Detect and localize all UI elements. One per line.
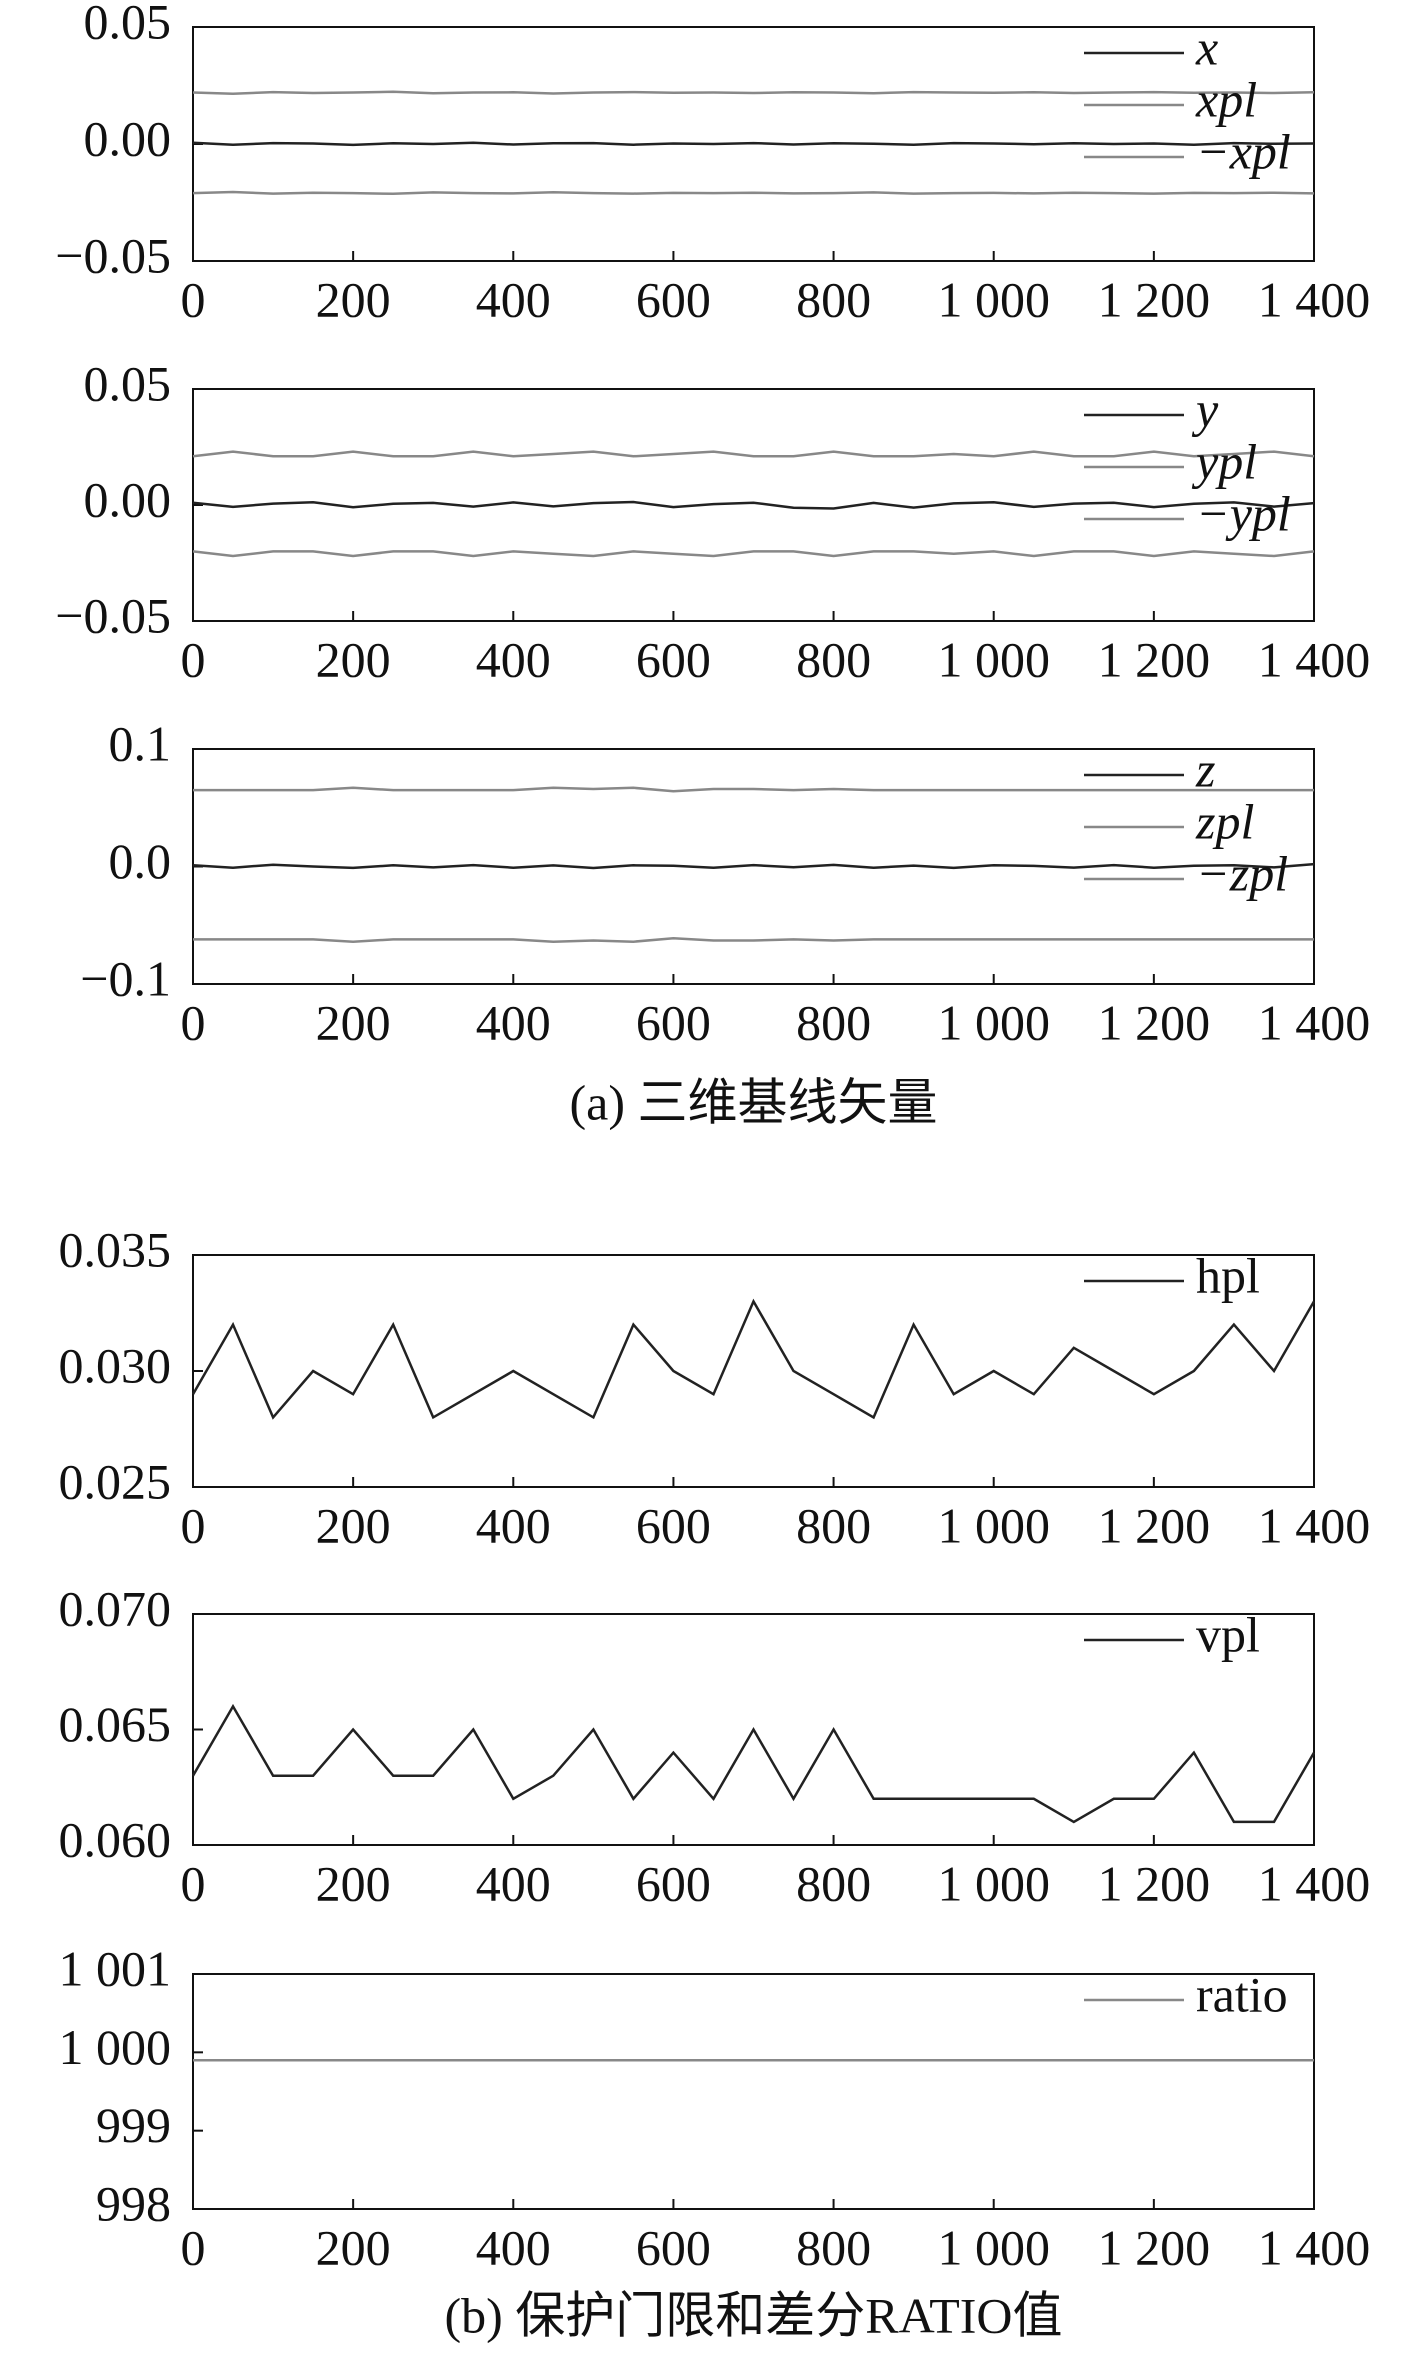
x-tick-label: 400 [476,1855,551,1911]
x-tick-label: 800 [796,2219,871,2275]
x-tick-label: 1 000 [937,1497,1050,1553]
series-line [192,141,1315,147]
x-tick-label: 1 200 [1098,271,1211,327]
y-tick-label: −0.05 [55,587,171,643]
x-tick-label: 600 [636,994,711,1050]
y-tick-label: 0.030 [59,1337,172,1393]
x-tick-label: 600 [636,631,711,687]
x-tick-label: 800 [796,631,871,687]
x-tick-label: 1 200 [1098,1855,1211,1911]
legend-label: −ypl [1196,485,1291,541]
legend-label: vpl [1196,1606,1260,1662]
x-tick-label: 1 000 [937,1855,1050,1911]
legend-label: x [1195,19,1218,75]
y-tick-label: 1 000 [59,2019,172,2075]
legend-label: ypl [1191,433,1257,489]
y-tick-label: 999 [96,2097,171,2153]
x-tick-label: 0 [181,1497,206,1553]
x-tick-label: 400 [476,1497,551,1553]
series-line [192,862,1315,870]
x-tick-label: 1 400 [1258,1855,1371,1911]
legend-label: −zpl [1196,845,1288,901]
y-tick-label: 0.05 [84,355,172,411]
x-tick-label: 200 [316,2219,391,2275]
caption: (a) 三维基线矢量 [570,1074,938,1130]
y-tick-label: 0.060 [59,1811,172,1867]
y-tick-label: 998 [96,2175,171,2231]
x-tick-label: 1 400 [1258,271,1371,327]
x-tick-label: 600 [636,1855,711,1911]
caption: (b) 保护门限和差分RATIO值 [444,2287,1062,2343]
x-tick-label: 600 [636,2219,711,2275]
y-tick-label: 0.0 [109,833,172,889]
x-tick-label: 1 000 [937,2219,1050,2275]
y-tick-label: 1 001 [59,1940,172,1996]
x-tick-label: 200 [316,994,391,1050]
y-tick-label: 0.070 [59,1580,172,1636]
legend-label: xpl [1195,71,1257,127]
x-tick-label: 0 [181,631,206,687]
x-tick-label: 1 000 [937,994,1050,1050]
x-tick-label: 800 [796,271,871,327]
legend-label: −xpl [1196,123,1291,179]
series-line [192,550,1315,558]
x-tick-label: 1 200 [1098,2219,1211,2275]
x-tick-label: 1 000 [937,631,1050,687]
x-tick-label: 1 000 [937,271,1050,327]
x-tick-label: 1 400 [1258,1497,1371,1553]
x-tick-label: 600 [636,271,711,327]
x-tick-label: 800 [796,994,871,1050]
y-tick-label: 0.00 [84,471,172,527]
series-line [192,450,1315,458]
y-tick-label: −0.05 [55,227,171,283]
x-tick-label: 400 [476,2219,551,2275]
x-tick-label: 200 [316,1855,391,1911]
x-tick-label: 400 [476,631,551,687]
x-tick-label: 0 [181,2219,206,2275]
y-tick-label: −0.1 [80,950,171,1006]
y-tick-label: 0.035 [59,1221,172,1277]
x-tick-label: 1 400 [1258,631,1371,687]
x-tick-label: 600 [636,1497,711,1553]
x-tick-label: 200 [316,631,391,687]
legend-label: ratio [1196,1966,1288,2022]
series-line [191,1703,1316,1824]
x-tick-label: 1 200 [1098,994,1211,1050]
y-tick-label: 0.065 [59,1696,172,1752]
legend-label: zpl [1195,793,1254,849]
series-line [192,500,1315,510]
x-tick-label: 800 [796,1497,871,1553]
x-tick-label: 400 [476,994,551,1050]
legend-label: hpl [1196,1247,1260,1303]
x-tick-label: 800 [796,1855,871,1911]
legend-label: y [1191,381,1219,437]
x-tick-label: 200 [316,1497,391,1553]
x-tick-label: 400 [476,271,551,327]
y-tick-label: 0.00 [84,110,172,166]
y-tick-label: 0.1 [109,715,172,771]
series-line [192,190,1315,196]
x-tick-label: 1 200 [1098,631,1211,687]
x-tick-label: 1 400 [1258,994,1371,1050]
series-line [191,1298,1316,1420]
plot-frame [192,1254,1315,1488]
x-tick-label: 0 [181,1855,206,1911]
y-tick-label: 0.025 [59,1453,172,1509]
series-line [192,90,1315,95]
x-tick-label: 200 [316,271,391,327]
x-tick-label: 0 [181,994,206,1050]
x-tick-label: 0 [181,271,206,327]
legend-label: z [1195,741,1215,797]
series-line [193,786,1314,793]
plot-frame [192,1973,1315,2210]
x-tick-label: 1 400 [1258,2219,1371,2275]
y-tick-label: 0.05 [84,0,172,49]
series-line [193,936,1314,943]
x-tick-label: 1 200 [1098,1497,1211,1553]
